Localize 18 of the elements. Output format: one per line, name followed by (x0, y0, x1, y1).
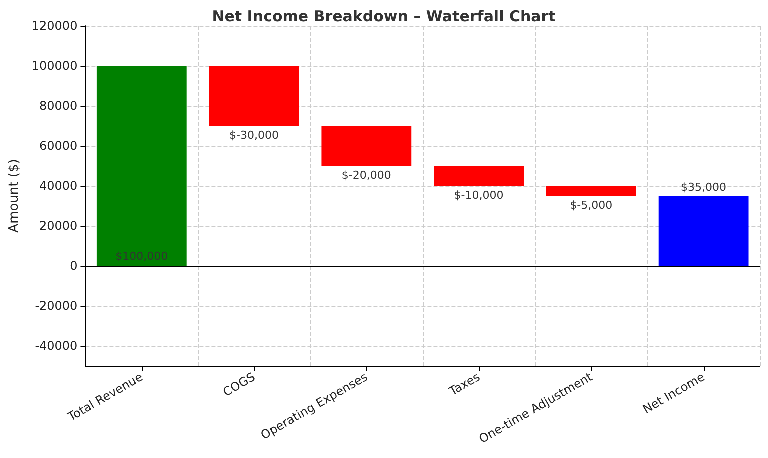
y-axis-title: Amount ($) (7, 159, 22, 233)
y-tick-label: 80000 (40, 99, 78, 113)
y-tick-label: 20000 (40, 219, 78, 233)
x-tick-label: Taxes (446, 370, 483, 400)
y-tick-label: -20000 (35, 299, 78, 313)
data-label: $-30,000 (230, 129, 280, 142)
data-label: $100,000 (116, 250, 168, 263)
chart-title: Net Income Breakdown – Waterfall Chart (212, 8, 556, 26)
y-tick-label: -40000 (35, 339, 78, 353)
data-label: $-20,000 (342, 169, 392, 182)
data-label: $-10,000 (454, 189, 504, 202)
y-tick-label: 40000 (40, 179, 78, 193)
y-tick-label: 100000 (32, 59, 78, 73)
y-tick-label: 120000 (32, 19, 78, 33)
data-label: $35,000 (681, 181, 727, 194)
y-tick-label: 0 (70, 259, 78, 273)
data-label: $-5,000 (570, 199, 613, 212)
y-tick-label: 60000 (40, 139, 78, 153)
